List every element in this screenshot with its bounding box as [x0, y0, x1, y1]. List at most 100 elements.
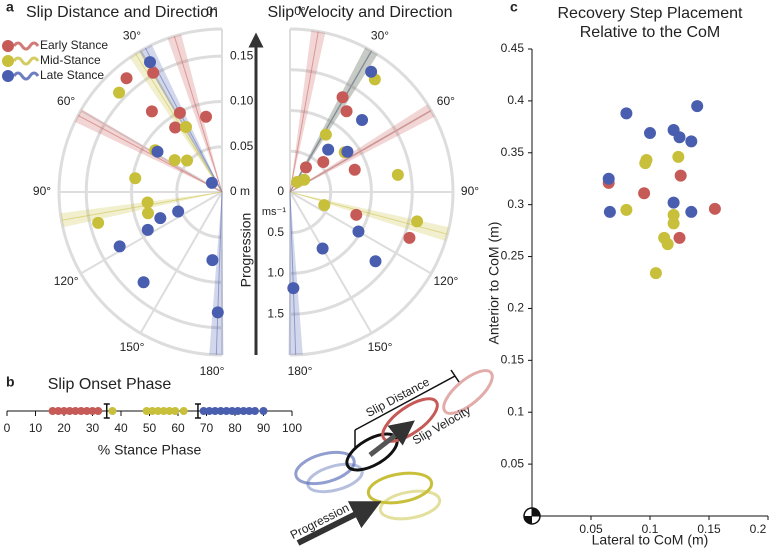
- x-tick-label: 30: [86, 421, 100, 435]
- data-point: [169, 121, 182, 134]
- radius-tick-label: 0.5: [267, 225, 284, 239]
- data-point: [154, 407, 163, 415]
- data-point: [205, 176, 218, 189]
- data-point: [350, 208, 363, 221]
- data-point: [245, 407, 254, 415]
- data-point: [685, 205, 698, 218]
- x-tick-label: 20: [57, 421, 71, 435]
- data-point: [129, 172, 142, 185]
- y-tick-label: 0.25: [501, 249, 525, 263]
- data-point: [180, 121, 193, 134]
- data-point: [211, 306, 224, 319]
- data-point: [60, 407, 68, 415]
- data-point: [228, 407, 237, 415]
- data-point: [340, 105, 353, 118]
- data-point: [319, 128, 332, 141]
- data-point: [673, 131, 686, 144]
- radius-unit: ms⁻¹: [262, 206, 286, 218]
- y-tick-label: 0.35: [501, 145, 525, 159]
- data-point: [299, 161, 312, 174]
- data-point: [341, 145, 354, 158]
- mean-direction: [60, 192, 223, 228]
- legend-marker: [2, 55, 14, 67]
- panel-label: b: [6, 374, 15, 390]
- angle-tick-label: 120°: [433, 274, 458, 288]
- data-point: [144, 56, 157, 69]
- x-tick-label: 90: [257, 421, 271, 435]
- angle-tick-label: 30°: [123, 28, 141, 42]
- data-point: [159, 407, 168, 415]
- data-point: [356, 113, 369, 126]
- angle-tick-label: 120°: [54, 274, 79, 288]
- data-point: [673, 231, 686, 244]
- legend-label: Mid-Stance: [40, 53, 101, 67]
- angle-tick-label: 60°: [437, 94, 455, 108]
- x-tick-label: 0.2: [750, 522, 767, 536]
- data-point: [667, 209, 680, 222]
- data-point: [48, 407, 57, 415]
- data-point: [667, 217, 680, 230]
- data-point: [391, 168, 404, 181]
- radius-grid-ring: [289, 149, 333, 235]
- y-tick-label: 0.45: [501, 41, 525, 55]
- x-tick-label: 0.15: [697, 522, 721, 536]
- data-point: [336, 91, 349, 104]
- x-tick-label: 0.1: [642, 522, 659, 536]
- data-point: [216, 407, 225, 415]
- y-tick-label: 0.4: [507, 93, 524, 107]
- data-point: [141, 223, 154, 236]
- angle-tick-label: 90°: [461, 184, 479, 198]
- data-point: [54, 407, 63, 415]
- radius-tick-label: 0 m: [230, 184, 250, 198]
- data-point: [250, 407, 259, 415]
- x-tick-label: 40: [114, 421, 128, 435]
- data-point: [411, 215, 424, 228]
- data-point: [82, 407, 91, 415]
- data-point: [667, 196, 680, 209]
- data-point: [639, 157, 652, 170]
- data-point: [685, 135, 698, 148]
- legend-marker: [2, 40, 14, 52]
- angle-tick-label: 60°: [57, 94, 75, 108]
- mean-direction-line: [289, 31, 319, 193]
- data-point: [239, 407, 248, 415]
- data-point: [172, 205, 185, 218]
- data-point: [113, 86, 126, 99]
- data-point: [322, 143, 335, 156]
- legend-marker: [2, 70, 14, 82]
- x-axis-label: Lateral to CoM (m): [592, 532, 709, 548]
- data-point: [145, 105, 158, 118]
- data-point: [661, 238, 674, 251]
- radius-tick-label: 1.0: [267, 266, 284, 280]
- y-tick-label: 0.05: [501, 456, 525, 470]
- data-point: [113, 240, 126, 253]
- mean-direction: [290, 47, 378, 192]
- x-tick-label: 80: [228, 421, 242, 435]
- data-point: [173, 106, 186, 119]
- mean-direction: [290, 30, 326, 193]
- radius-grid-ring: [289, 68, 414, 316]
- legend-label: Late Stance: [40, 68, 104, 82]
- data-point: [603, 205, 616, 218]
- data-point: [199, 407, 208, 415]
- data-point: [291, 175, 304, 188]
- data-point: [120, 72, 133, 85]
- data-point: [108, 407, 117, 415]
- x-tick-label: 60: [171, 421, 185, 435]
- data-point: [137, 276, 150, 289]
- data-point: [691, 100, 704, 113]
- chart-title: Relative to the CoM: [580, 24, 721, 41]
- angle-tick-label: 90°: [33, 184, 51, 198]
- legend-swatch: [12, 41, 40, 51]
- data-point: [317, 156, 330, 169]
- angle-tick-label: 180°: [288, 364, 313, 378]
- data-point: [88, 407, 97, 415]
- chart-title: Slip Distance and Direction: [26, 4, 218, 21]
- mean-direction: [129, 50, 222, 193]
- data-point: [181, 154, 194, 167]
- legend-swatch: [12, 56, 40, 66]
- mean-direction: [290, 47, 378, 192]
- mean-direction: [290, 104, 435, 192]
- data-point: [365, 65, 378, 78]
- data-point: [71, 407, 80, 415]
